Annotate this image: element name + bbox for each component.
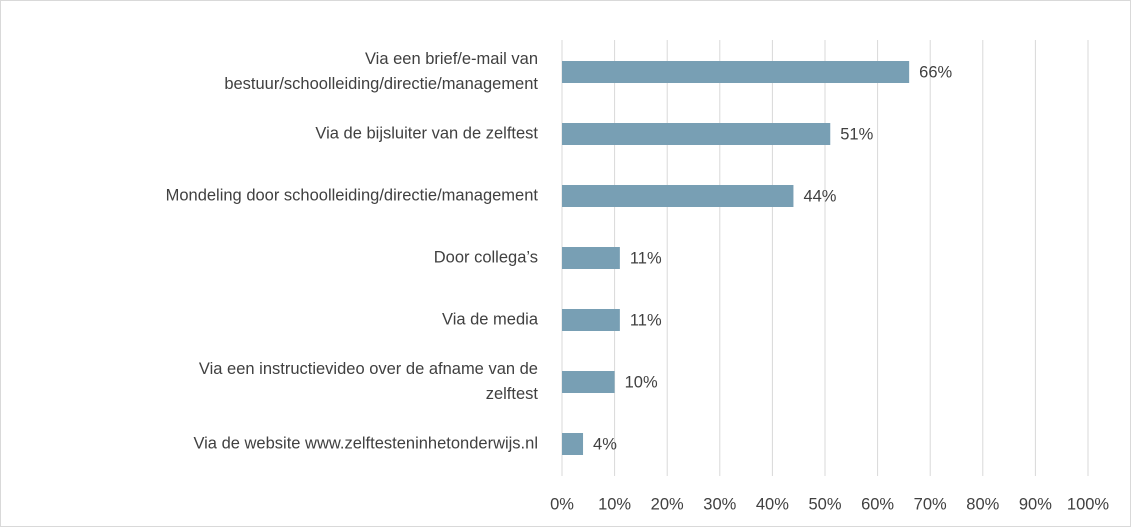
x-tick-label: 90%	[1019, 495, 1052, 513]
value-label: 44%	[803, 187, 836, 205]
x-tick-label: 60%	[861, 495, 894, 513]
bar	[562, 309, 620, 331]
x-tick-label: 50%	[808, 495, 841, 513]
x-tick-label: 40%	[756, 495, 789, 513]
y-tick-label: Via de website www.zelftesteninhetonderw…	[193, 434, 538, 452]
x-tick-label: 70%	[914, 495, 947, 513]
bar	[562, 371, 615, 393]
value-label: 10%	[625, 373, 658, 391]
y-tick-label: bestuur/schoolleiding/directie/managemen…	[224, 75, 538, 93]
value-label: 11%	[630, 311, 662, 329]
x-tick-label: 100%	[1067, 495, 1110, 513]
bar	[562, 123, 831, 145]
y-tick-label: Via de bijsluiter van de zelftest	[315, 124, 538, 142]
value-label: 51%	[840, 125, 873, 143]
y-tick-label: Mondeling door schoolleiding/directie/ma…	[166, 186, 539, 204]
value-label: 4%	[593, 435, 617, 453]
value-label: 11%	[630, 249, 662, 267]
bar	[562, 433, 584, 455]
x-tick-label: 20%	[651, 495, 684, 513]
value-label: 66%	[919, 63, 952, 81]
y-tick-label: Via een brief/e-mail van	[365, 50, 538, 68]
bar	[562, 61, 910, 83]
x-tick-label: 0%	[550, 495, 574, 513]
x-tick-label: 10%	[598, 495, 631, 513]
bar	[562, 185, 794, 207]
bar	[562, 247, 620, 269]
x-tick-label: 30%	[703, 495, 736, 513]
y-tick-label: Via een instructievideo over de afname v…	[199, 360, 538, 378]
x-tick-label: 80%	[966, 495, 999, 513]
y-tick-label: zelftest	[486, 385, 539, 403]
y-tick-label: Via de media	[442, 310, 539, 328]
y-tick-label: Door collega’s	[434, 248, 538, 266]
